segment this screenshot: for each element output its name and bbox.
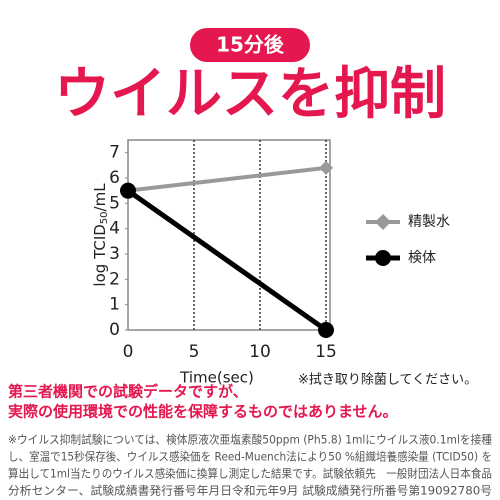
point [318, 322, 334, 338]
headline: ウイルスを抑制 [54, 62, 446, 127]
legend-label: 検体 [408, 250, 436, 266]
y-axis-label: log TCID50/mL [91, 183, 111, 287]
x-tick-label: 0 [123, 342, 134, 362]
legend-marker [375, 250, 391, 266]
y-tick-label: 3 [109, 244, 120, 264]
legend-marker [375, 214, 391, 230]
y-tick-label: 4 [109, 219, 120, 239]
x-tick-label: 5 [189, 342, 200, 362]
annotation: ※拭き取り除菌してください。 [298, 373, 477, 388]
legend-label: 精製水 [408, 214, 450, 230]
y-tick-label: 1 [109, 295, 120, 315]
plot-frame [127, 139, 331, 331]
point [319, 160, 333, 175]
x-tick-label: 10 [249, 342, 271, 362]
x-tick-label: 15 [315, 342, 337, 362]
badge-bg [190, 28, 310, 62]
note: し、室温で15秒保存後、ウイルス感染価を Reed-Muench法により50 %… [8, 450, 492, 464]
y-axis-label-part: 50 [99, 211, 110, 224]
series-line [126, 188, 328, 333]
y-tick-label: 0 [109, 320, 120, 340]
note: 算出して1ml当たりのウイルス感染価に換算し測定した結果です。試験依頼先 一般財… [8, 467, 492, 481]
warning: 実際の使用環境での性能を保障するものではありません。 [8, 403, 398, 421]
note: 分析センター、試験成績書発行番号年月日令和元年9月 試験成績発行所番号第1909… [8, 484, 492, 498]
y-tick-label: 5 [109, 193, 120, 213]
badge: 15分後 [216, 33, 285, 57]
y-tick-label: 2 [109, 269, 120, 289]
y-tick-label: 6 [109, 168, 120, 188]
y-axis-label-part: /mL [91, 183, 109, 212]
y-tick-label: 7 [109, 143, 120, 163]
series-line [127, 165, 327, 193]
y-axis-label-part: log TCID [91, 224, 109, 286]
point [120, 182, 136, 199]
x-axis-label: Time(sec) [179, 369, 254, 387]
warning: 第三者機関での試験データですが、 [8, 383, 248, 401]
note: ※ウイルス抑制試験については、検体原液次亜塩素酸50ppm (Ph5.8) 1m… [8, 433, 492, 447]
